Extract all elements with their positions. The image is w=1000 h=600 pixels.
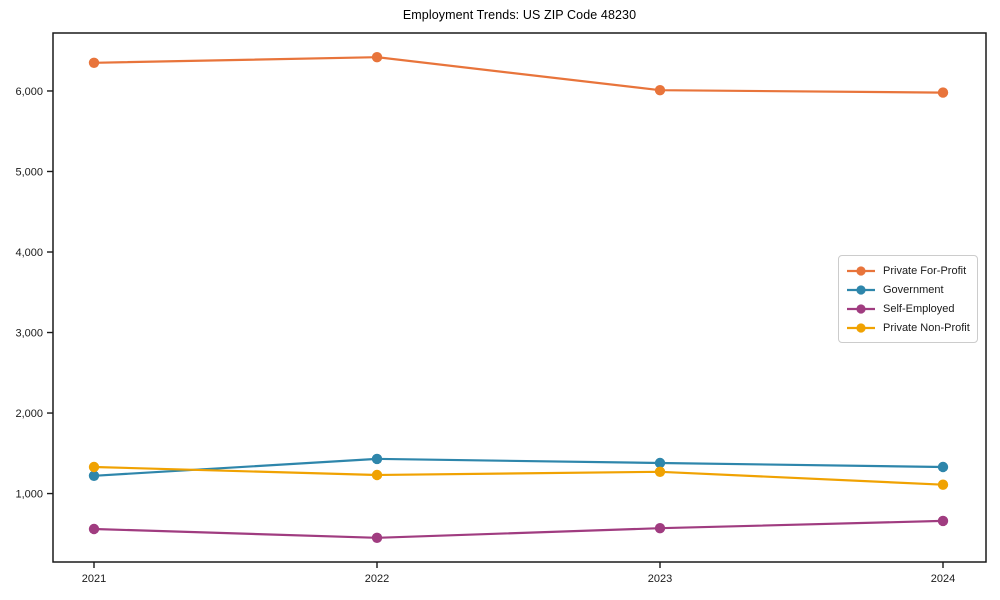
- y-tick-label: 1,000: [15, 489, 43, 501]
- data-point-marker: [654, 523, 666, 534]
- data-point-marker: [88, 523, 100, 535]
- data-point-marker: [88, 461, 100, 473]
- legend-marker-icon: [847, 284, 875, 295]
- data-point-marker: [371, 532, 383, 543]
- data-point-marker: [937, 479, 949, 490]
- x-tick-label: 2024: [931, 573, 955, 585]
- legend: Private For-Profit Government Self-Employe…: [838, 255, 978, 343]
- data-point-marker: [88, 470, 100, 481]
- data-point-marker: [371, 469, 383, 481]
- y-tick-label: 4,000: [15, 247, 43, 259]
- series-line: [92, 56, 945, 94]
- y-tick-label: 2,000: [15, 408, 43, 420]
- legend-marker-icon: [847, 265, 875, 276]
- data-point-marker: [371, 52, 383, 63]
- legend-label: Private For-Profit: [883, 264, 967, 277]
- chart-title: Employment Trends: US ZIP Code 48230: [402, 8, 637, 22]
- data-point-marker: [88, 57, 100, 68]
- legend-item: Government: [846, 284, 970, 296]
- data-point-marker: [937, 461, 949, 473]
- series-line: [92, 519, 945, 539]
- series-line: [92, 457, 945, 477]
- legend-label: Private Non-Profit: [883, 321, 970, 334]
- legend-label: Government: [883, 283, 944, 296]
- x-tick-label: 2023: [648, 573, 672, 585]
- data-point-marker: [937, 515, 949, 527]
- legend-marker-icon: [847, 322, 875, 333]
- legend-item: Self-Employed: [846, 303, 970, 315]
- x-tick-label: 2022: [365, 573, 389, 585]
- y-tick-label: 3,000: [15, 328, 43, 340]
- y-tick-label: 5,000: [15, 166, 43, 178]
- data-point-marker: [654, 466, 666, 477]
- y-tick-label: 6,000: [15, 86, 43, 98]
- data-point-marker: [937, 87, 949, 98]
- series-line: [92, 465, 945, 486]
- axes-frame: [52, 32, 987, 563]
- legend-marker-icon: [847, 303, 875, 314]
- data-point-marker: [654, 85, 666, 96]
- x-tick-label: 2021: [82, 573, 106, 585]
- data-point-marker: [654, 457, 666, 469]
- legend-label: Self-Employed: [883, 302, 955, 315]
- data-point-marker: [371, 453, 383, 465]
- legend-item: Private Non-Profit: [846, 322, 970, 334]
- legend-item: Private For-Profit: [846, 265, 970, 277]
